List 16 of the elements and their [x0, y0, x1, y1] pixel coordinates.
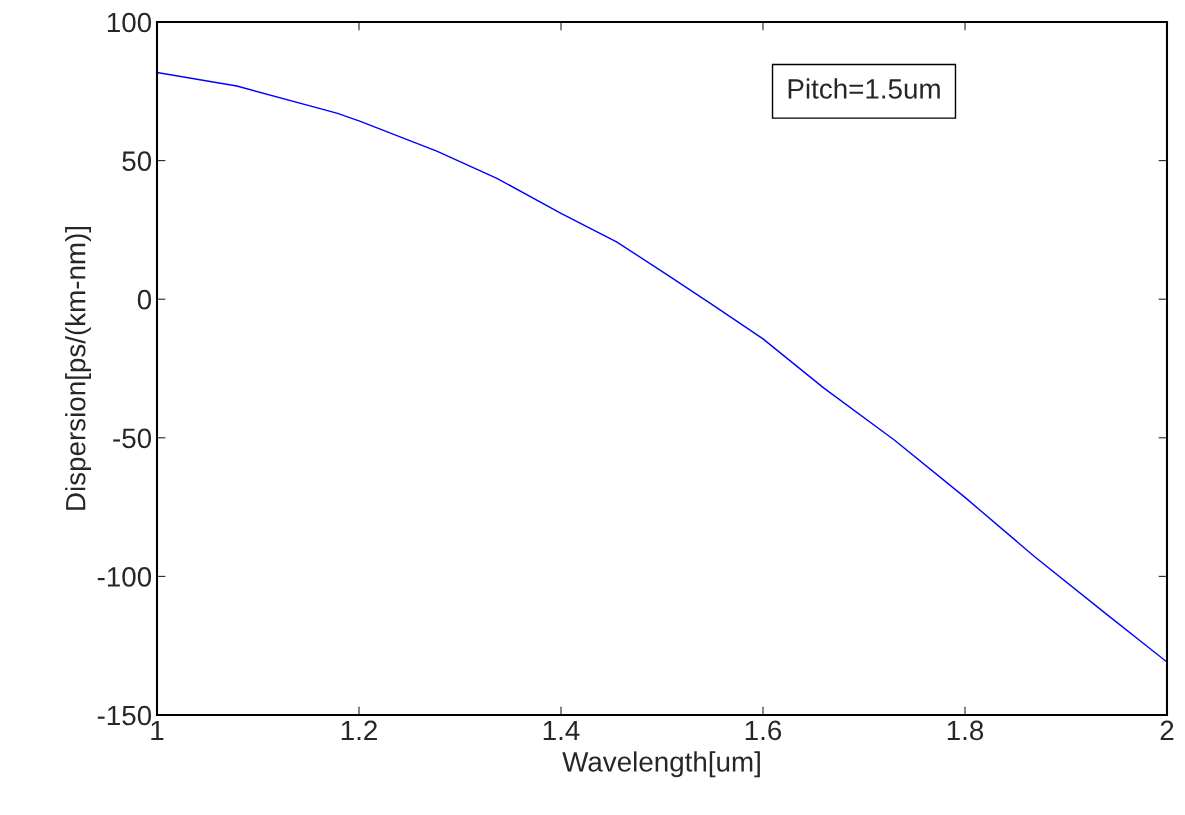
x-axis-title: Wavelength[um] [562, 751, 760, 778]
y-axis-title: Dispersion[ps/(km-nm)] [65, 226, 91, 510]
line-series [157, 71, 1167, 663]
x-tick-label: 1.4 [543, 720, 580, 740]
x-tick-label: 2 [1160, 720, 1174, 740]
y-tick-label: 100 [107, 12, 152, 33]
y-tick-label: -50 [113, 428, 152, 449]
y-tick-label: 0 [137, 289, 152, 310]
annotation: Pitch=1.5um [788, 78, 940, 99]
y-tick-label: -150 [97, 705, 152, 726]
x-tick-label: 1.8 [947, 720, 984, 741]
x-tick-label: 1.2 [341, 720, 377, 740]
x-tick-label: 1.6 [745, 720, 782, 741]
x-tick-label: 1 [151, 720, 164, 740]
y-tick-label: 50 [122, 151, 152, 171]
y-tick-label: -100 [97, 567, 152, 587]
